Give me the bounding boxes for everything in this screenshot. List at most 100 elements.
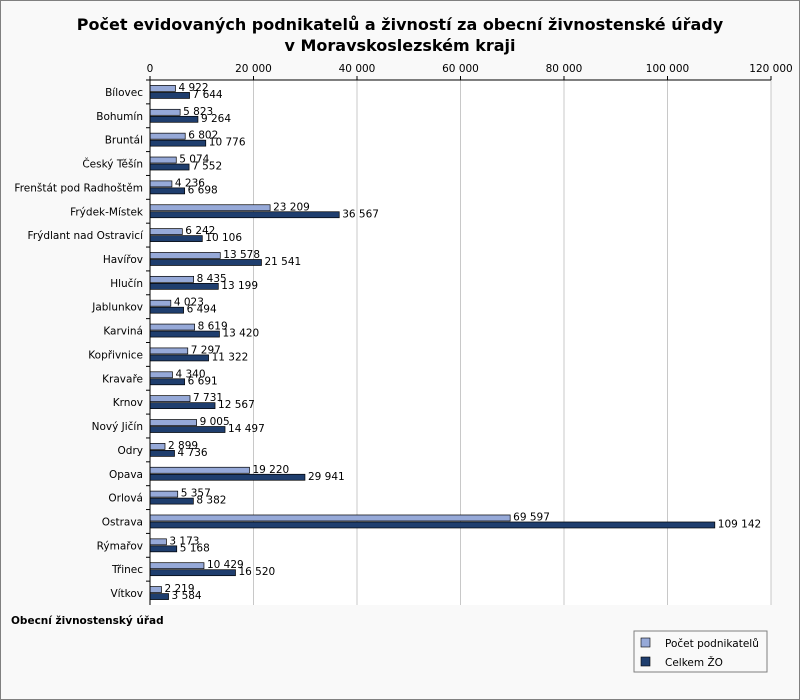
data-label-series-0: 4 340 <box>175 368 205 380</box>
category-label: Frenštát pod Radhoštěm <box>14 182 143 194</box>
category-label: Krnov <box>113 397 143 409</box>
data-label-series-0: 8 619 <box>198 321 228 333</box>
bar-series-1 <box>149 473 306 481</box>
data-label-series-1: 8 382 <box>196 495 226 507</box>
gridlines <box>253 80 772 605</box>
category-axis-title: Obecní živnostenský úřad <box>11 615 164 627</box>
data-label-series-1: 21 541 <box>264 256 301 268</box>
legend-box <box>633 630 768 673</box>
data-label-series-0: 6 802 <box>188 130 218 142</box>
data-label-series-1: 5 168 <box>180 542 210 554</box>
bar-series-0 <box>149 204 271 212</box>
data-label-series-0: 9 005 <box>200 416 230 428</box>
data-label-series-0: 7 731 <box>193 392 223 404</box>
bar-series-1 <box>149 306 184 314</box>
bar-series-0 <box>149 180 173 188</box>
axes: 0 20 000 40 000 60 000 80 000 100 000 120 000 B… <box>14 63 793 605</box>
x-tick-label: 40 000 <box>339 63 376 75</box>
x-tick-label: 80 000 <box>546 63 583 75</box>
data-label-series-1: 16 520 <box>238 566 275 578</box>
bar-series-1 <box>149 211 340 219</box>
bar-series-0 <box>149 395 191 403</box>
bar-series-0 <box>149 443 166 450</box>
bar-series-0 <box>149 466 250 474</box>
category-label: Hlučín <box>110 278 143 290</box>
data-label-series-0: 2 899 <box>168 440 198 452</box>
bar-series-0 <box>149 371 173 379</box>
data-label-series-1: 6 494 <box>187 304 217 316</box>
data-label-series-0: 13 578 <box>223 249 260 261</box>
bar-series-0 <box>149 538 167 546</box>
bar-series-1 <box>149 378 185 386</box>
bar-series-1 <box>149 354 209 362</box>
data-label-series-1: 3 584 <box>172 590 202 602</box>
category-label: Bruntál <box>105 135 143 147</box>
bar-series-0 <box>149 347 189 355</box>
data-label-series-0: 4 922 <box>178 82 208 94</box>
category-label: Bílovec <box>105 87 143 99</box>
bar-series-1 <box>149 235 203 242</box>
data-label-series-1: 13 199 <box>221 280 258 292</box>
data-label-series-0: 8 435 <box>197 273 227 285</box>
chart-title-line-2: v Moravskoslezském kraji <box>284 36 515 55</box>
data-label-series-0: 69 597 <box>513 511 550 523</box>
bar-series-0 <box>149 132 186 140</box>
data-label-series-0: 3 173 <box>169 535 199 547</box>
x-tick-label: 100 000 <box>646 63 689 75</box>
x-tick-label: 60 000 <box>442 63 479 75</box>
category-label: Frýdlant nad Ostravicí <box>28 230 145 242</box>
bar-series-0 <box>149 490 179 498</box>
bar-series-1 <box>149 115 199 123</box>
data-label-series-1: 6 691 <box>188 375 218 387</box>
data-label-series-0: 19 220 <box>252 464 289 476</box>
category-label: Frýdek-Místek <box>70 206 144 218</box>
bar-series-0 <box>149 586 162 593</box>
category-label: Třinec <box>111 564 143 576</box>
chart-title-line-1: Počet evidovaných podnikatelů a živností… <box>77 15 724 34</box>
bar-series-0 <box>149 228 183 235</box>
category-label: Kopřivnice <box>88 349 143 361</box>
data-label-series-0: 5 357 <box>181 488 211 500</box>
x-tick-label: 20 000 <box>235 63 272 75</box>
data-label-series-0: 4 023 <box>174 297 204 309</box>
data-label-series-0: 4 236 <box>175 177 205 189</box>
bar-series-1 <box>149 282 219 290</box>
data-label-series-1: 6 698 <box>188 184 218 196</box>
data-label-series-0: 6 242 <box>185 225 215 237</box>
bar-series-1 <box>149 402 216 410</box>
legend-swatch-pocet-podnikatelu <box>640 637 651 648</box>
bar-series-1 <box>149 139 207 147</box>
category-label: Ostrava <box>102 516 143 528</box>
bar-series-0 <box>149 108 181 116</box>
bar-series-0 <box>149 156 177 164</box>
data-label-series-1: 9 264 <box>201 113 231 125</box>
bar-series-1 <box>149 426 226 433</box>
category-label: Bohumín <box>96 111 143 123</box>
bar-series-0 <box>149 419 197 426</box>
legend-label-celkem-zo: Celkem ŽO <box>665 656 723 669</box>
category-label: Orlová <box>108 493 143 505</box>
bar-series-1 <box>149 330 220 338</box>
bar-series-1 <box>149 259 262 266</box>
data-label-series-1: 11 322 <box>212 351 249 363</box>
category-label: Český Těšín <box>82 158 143 171</box>
data-label-series-0: 2 219 <box>164 583 194 595</box>
data-label-series-1: 7 552 <box>192 161 222 173</box>
bar-series-0 <box>149 275 195 283</box>
category-label: Odry <box>118 445 143 457</box>
category-label: Nový Jičín <box>92 421 143 433</box>
bar-series-1 <box>149 163 190 171</box>
category-label: Kravaře <box>102 373 143 385</box>
bar-series-0 <box>149 514 511 522</box>
legend-label-pocet-podnikatelu: Počet podnikatelů <box>665 638 759 650</box>
data-label-series-1: 7 644 <box>193 89 223 101</box>
data-label-series-1: 29 941 <box>308 471 345 483</box>
data-label-series-1: 14 497 <box>228 423 265 435</box>
bar-series-0 <box>149 85 176 92</box>
category-label: Jablunkov <box>91 302 143 314</box>
bar-series-0 <box>149 299 172 307</box>
data-label-series-0: 23 209 <box>273 201 310 213</box>
legend-swatch-celkem-zo <box>640 656 651 667</box>
